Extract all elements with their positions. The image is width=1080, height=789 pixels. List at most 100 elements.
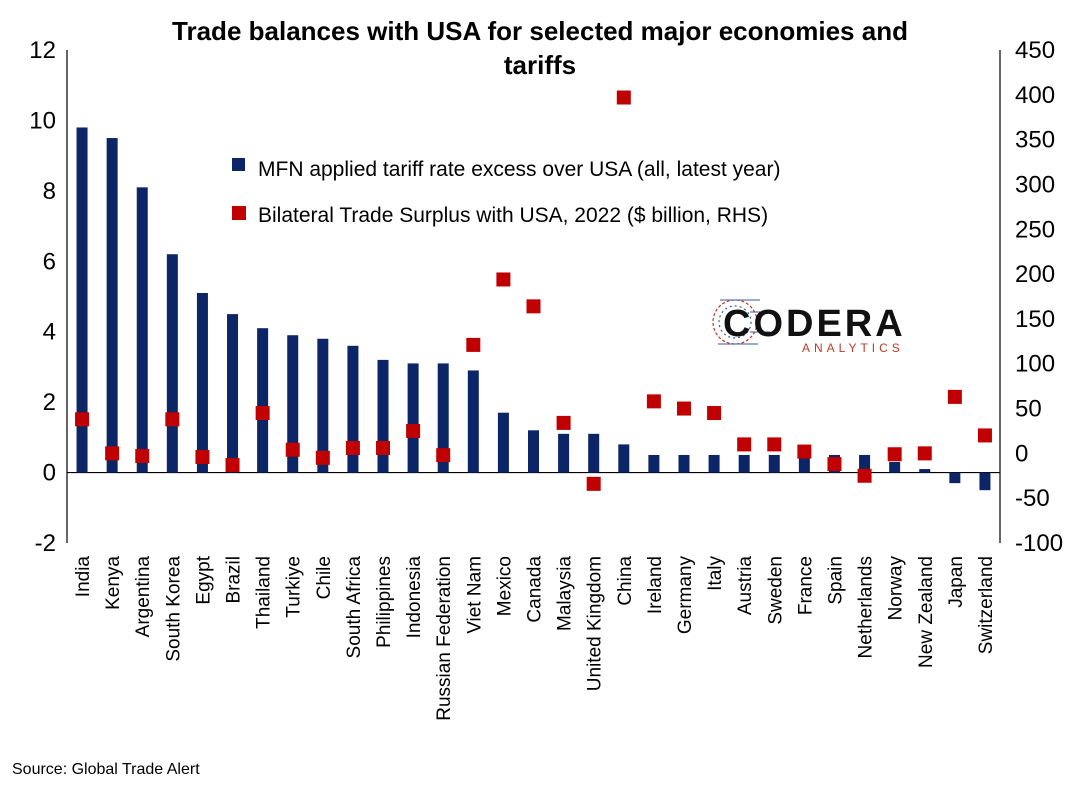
left-tick-label: 12 <box>29 37 56 64</box>
category-label: Canada <box>525 556 546 623</box>
left-tick-label: 10 <box>29 107 56 134</box>
category-label: Philippines <box>374 556 395 648</box>
category-label: Norway <box>886 556 907 621</box>
bar-canada <box>528 430 539 473</box>
point-china <box>616 90 631 105</box>
category-label: Germany <box>675 556 696 635</box>
bar-south-korea <box>166 254 178 473</box>
category-label: Chile <box>314 556 335 599</box>
point-switzerland <box>977 428 992 443</box>
right-tick-label: 200 <box>1015 261 1055 288</box>
point-russian-federation <box>436 448 451 463</box>
bar-ireland <box>648 454 660 473</box>
bar-turkiye <box>287 335 299 473</box>
bar-thailand <box>257 328 269 473</box>
category-label: Japan <box>946 556 967 608</box>
category-label: Spain <box>825 556 846 605</box>
right-tick-label: 100 <box>1015 351 1055 378</box>
point-france <box>797 444 812 459</box>
bar-austria <box>738 454 750 473</box>
point-thailand <box>255 406 270 421</box>
point-india <box>75 412 90 427</box>
category-label: Austria <box>735 556 756 616</box>
point-canada <box>526 299 541 314</box>
point-japan <box>947 389 962 404</box>
bar-south-africa <box>347 345 359 473</box>
category-label: South Korea <box>163 556 184 662</box>
point-united-kingdom <box>586 476 601 491</box>
right-tick-label: -100 <box>1015 530 1063 557</box>
bar-china <box>618 444 630 473</box>
bar-malaysia <box>558 433 570 473</box>
point-argentina <box>135 449 150 464</box>
category-label: Italy <box>705 556 726 591</box>
category-labels: India Kenya Argentina South Korea Egypt Brazi… <box>73 555 997 720</box>
bar-philippines <box>377 359 389 473</box>
left-tick-label: 2 <box>43 389 56 416</box>
logo-wordmark: CODERA <box>723 303 906 345</box>
point-chile <box>315 450 330 465</box>
point-netherlands <box>857 468 872 483</box>
bar-new-zealand <box>919 469 931 473</box>
chart-title-line1: Trade balances with USA for selected maj… <box>172 16 908 46</box>
bar-germany <box>678 454 690 473</box>
left-tick-label: 6 <box>43 248 56 275</box>
category-label: Egypt <box>193 555 214 604</box>
category-label: India <box>73 556 94 598</box>
point-south-korea <box>165 412 180 427</box>
bar-netherlands <box>859 454 871 473</box>
category-label: Brazil <box>224 556 245 604</box>
scatter-series <box>75 90 992 491</box>
legend-swatch-bars <box>232 158 245 171</box>
bar-series <box>76 127 991 491</box>
category-label: Thailand <box>254 556 275 629</box>
right-tick-label: 300 <box>1015 171 1055 198</box>
category-label: Mexico <box>494 556 515 616</box>
category-label: Switzerland <box>976 556 997 654</box>
bar-italy <box>708 454 720 473</box>
bar-egypt <box>196 292 208 473</box>
logo-subtitle: ANALYTICS <box>802 341 904 355</box>
category-label: Netherlands <box>856 556 877 658</box>
bar-russian-federation <box>437 363 449 473</box>
point-kenya <box>105 446 120 461</box>
category-label: Turkiye <box>284 556 305 618</box>
category-label: United Kingdom <box>585 556 606 691</box>
right-tick-label: 350 <box>1015 127 1055 154</box>
bar-norway <box>889 462 901 473</box>
legend-label-bars: MFN applied tariff rate excess over USA … <box>258 158 780 181</box>
codera-logo: CODERA ANALYTICS <box>712 299 906 355</box>
point-mexico <box>496 272 511 287</box>
category-label: Russian Federation <box>434 556 455 721</box>
legend-label-points: Bilateral Trade Surplus with USA, 2022 (… <box>258 204 768 227</box>
category-label: Argentina <box>133 556 154 638</box>
bar-sweden <box>768 454 780 473</box>
category-label: Kenya <box>103 556 124 610</box>
category-label: China <box>615 556 636 606</box>
right-tick-label: -50 <box>1015 485 1050 512</box>
bar-chile <box>317 338 329 473</box>
category-label: Ireland <box>645 556 666 614</box>
bar-kenya <box>106 138 118 473</box>
left-tick-label: -2 <box>35 530 56 557</box>
axes: -2 0 2 4 6 8 10 12 -100 -50 0 50 100 150 200 250 300 350 4… <box>29 37 1063 557</box>
point-spain <box>827 457 842 472</box>
point-sweden <box>767 437 782 452</box>
point-austria <box>737 437 752 452</box>
bar-india <box>76 127 88 473</box>
source-note: Source: Global Trade Alert <box>12 761 200 778</box>
point-indonesia <box>406 423 421 438</box>
bar-mexico <box>497 412 509 473</box>
left-tick-label: 4 <box>43 319 56 346</box>
right-tick-label: 150 <box>1015 306 1055 333</box>
left-tick-label: 8 <box>43 178 56 205</box>
bar-brazil <box>227 314 239 473</box>
bar-france <box>798 454 810 473</box>
right-tick-label: 450 <box>1015 37 1055 64</box>
category-label: Malaysia <box>555 556 576 631</box>
point-viet-nam <box>466 337 481 352</box>
point-italy <box>707 406 722 421</box>
legend-swatch-points <box>232 206 246 220</box>
bar-japan <box>949 472 961 484</box>
category-label: New Zealand <box>916 556 937 668</box>
